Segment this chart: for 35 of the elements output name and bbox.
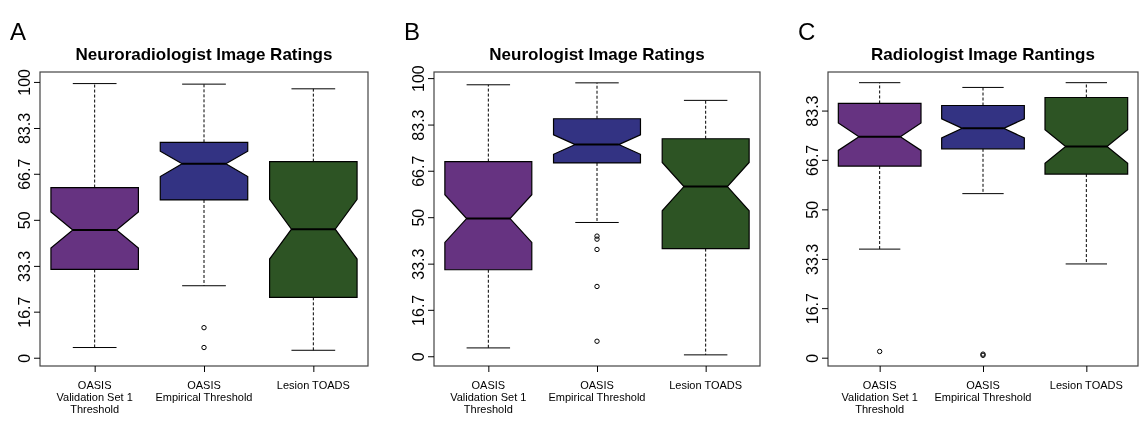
x-tick-label: OASIS Validation Set 1 Threshold <box>56 379 133 415</box>
x-tick-label: OASIS Validation Set 1 Threshold <box>450 379 527 415</box>
y-tick-label: 50 <box>410 208 427 227</box>
y-tick-label: 100 <box>410 65 427 92</box>
x-tick-label: OASIS Empirical Threshold <box>548 379 646 403</box>
y-tick-label: 66.7 <box>804 144 821 176</box>
y-tick-label: 100 <box>16 68 33 96</box>
y-tick-label: 0 <box>804 353 821 363</box>
y-tick-label: 33.3 <box>16 250 33 282</box>
y-tick-label: 66.7 <box>16 158 33 190</box>
x-tick-label: Lesion TOADS <box>276 379 350 391</box>
text: C <box>798 18 816 45</box>
text: B <box>404 18 421 45</box>
y-tick-label: 16.7 <box>410 294 427 326</box>
y-tick-label: 33.3 <box>410 248 427 280</box>
x-tick-label: Lesion TOADS <box>669 379 743 391</box>
x-tick-label: Lesion TOADS <box>1049 379 1123 391</box>
chart-title: Radiologist Image Rantings <box>871 45 1095 64</box>
chart-title: Neurologist Image Ratings <box>489 45 705 64</box>
y-tick-label: 66.7 <box>410 155 427 187</box>
text: A <box>10 18 27 45</box>
y-tick-label: 83.3 <box>804 95 821 127</box>
y-tick-label: 33.3 <box>804 243 821 275</box>
y-tick-label: 16.7 <box>16 296 33 328</box>
x-tick-label: OASIS Validation Set 1 Threshold <box>841 379 918 415</box>
y-tick-label: 83.3 <box>410 109 427 141</box>
x-tick-label: OASIS Empirical Threshold <box>934 379 1032 403</box>
y-tick-label: 83.3 <box>16 112 33 145</box>
y-tick-label: 16.7 <box>804 292 821 325</box>
y-tick-label: 0 <box>410 352 427 362</box>
y-tick-label: 50 <box>804 200 821 219</box>
x-tick-label: OASIS Empirical Threshold <box>155 379 253 403</box>
y-tick-label: 0 <box>16 353 33 363</box>
chart-title: Neuroradiologist Image Ratings <box>75 45 333 64</box>
y-tick-label: 50 <box>16 211 33 230</box>
